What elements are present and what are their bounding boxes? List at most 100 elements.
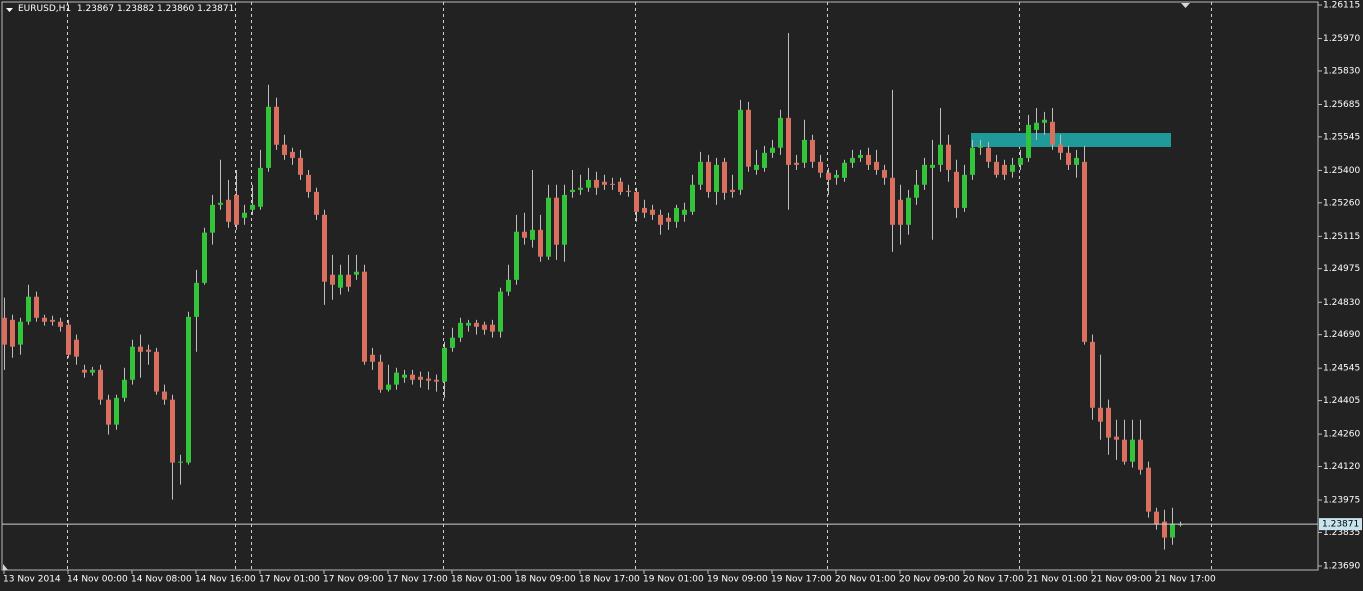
header-close: 1.23871: [197, 4, 235, 14]
x-tick-label: 17 Nov 09:00: [323, 575, 384, 585]
candle-body: [34, 296, 39, 318]
x-tick-label: 19 Nov 09:00: [707, 575, 768, 585]
candle-body: [250, 204, 255, 210]
candle-body: [642, 207, 647, 213]
y-tick-label: 1.25400: [1323, 166, 1360, 176]
candle-body: [794, 162, 799, 165]
candle-body: [58, 321, 63, 327]
candle-body: [562, 194, 567, 245]
candle-body: [418, 376, 423, 380]
y-tick-label: 1.23835: [1323, 528, 1360, 538]
candle-body: [770, 147, 775, 153]
candle-body: [514, 231, 519, 280]
candle-body: [106, 399, 111, 425]
candle-body: [946, 144, 951, 170]
x-tick-label: 18 Nov 01:00: [451, 575, 512, 585]
candle-body: [290, 151, 295, 158]
candle-body: [362, 271, 367, 362]
candle-body: [802, 139, 807, 163]
candle-body: [650, 209, 655, 215]
candle-body: [330, 274, 335, 285]
candle-body: [1050, 121, 1055, 145]
candle-body: [522, 231, 527, 238]
candle-body: [666, 217, 671, 222]
candle-body: [490, 324, 495, 332]
candle-body: [354, 271, 359, 275]
candle-body: [954, 171, 959, 208]
candle-body: [42, 317, 47, 322]
candle-body: [394, 372, 399, 385]
candle-body: [370, 354, 375, 362]
candle-body: [978, 145, 983, 148]
candle-body: [1074, 157, 1079, 165]
menu-arrow[interactable]: [6, 8, 13, 12]
candle-body: [426, 378, 431, 381]
candle-body: [930, 164, 935, 168]
y-tick-label: 1.26115: [1323, 1, 1360, 11]
candle-body: [738, 109, 743, 190]
candle-body: [826, 172, 831, 180]
y-tick-label: 1.25830: [1323, 66, 1360, 76]
candle-body: [322, 214, 327, 282]
y-tick-label: 1.24120: [1323, 462, 1360, 472]
candle-body: [194, 282, 199, 317]
candle-body: [210, 204, 215, 233]
candle-body: [1122, 439, 1127, 462]
candle-body: [922, 164, 927, 185]
candle-body: [1138, 439, 1143, 470]
candle-body: [810, 139, 815, 162]
candle-body: [466, 322, 471, 326]
candle-body: [538, 229, 543, 257]
symbol: EURUSD,H1: [18, 4, 72, 14]
candle-body: [818, 161, 823, 173]
candle-body: [378, 361, 383, 390]
candle-body: [1034, 122, 1039, 130]
rectangle-zone[interactable]: [971, 133, 1171, 147]
candle-body: [618, 181, 623, 192]
y-tick-label: 1.25115: [1323, 232, 1360, 242]
y-tick-label: 1.24545: [1323, 364, 1360, 374]
candle-body: [114, 397, 119, 425]
candle-body: [130, 346, 135, 380]
candle-body: [1170, 523, 1175, 538]
candle-body: [18, 321, 23, 345]
candle-body: [1002, 164, 1007, 175]
y-tick-label: 1.25685: [1323, 100, 1360, 110]
candle-body: [722, 161, 727, 193]
candle-body: [674, 207, 679, 222]
candle-body: [754, 164, 759, 170]
candle-body: [474, 322, 479, 327]
plot-frame: [1, 1, 1319, 571]
chart-header: EURUSD,H1 1.23867 1.23882 1.23860 1.2387…: [18, 4, 234, 14]
candle-body: [218, 202, 223, 205]
y-tick-label: 1.24690: [1323, 330, 1360, 340]
candle-body: [386, 384, 391, 390]
candle-body: [714, 164, 719, 192]
y-tick-label: 1.24975: [1323, 264, 1360, 274]
candle-body: [746, 109, 751, 167]
candle-body: [554, 197, 559, 245]
candle-body: [602, 181, 607, 185]
candle-body: [74, 339, 79, 357]
candle-body: [578, 187, 583, 190]
candle-body: [994, 161, 999, 175]
candle-body: [274, 106, 279, 145]
y-tick-label: 1.23975: [1323, 496, 1360, 506]
candle-body: [1162, 521, 1167, 538]
candle-body: [1010, 164, 1015, 172]
candle-body: [882, 169, 887, 178]
candle-body: [786, 117, 791, 165]
x-tick-label: 13 Nov 2014: [3, 575, 61, 585]
y-tick-label: 1.24260: [1323, 430, 1360, 440]
shift-marker[interactable]: [1181, 3, 1190, 8]
candle-body: [626, 190, 631, 192]
candle-body: [458, 322, 463, 338]
x-tick-label: 14 Nov 16:00: [195, 575, 256, 585]
candle-body: [1154, 511, 1159, 525]
y-tick-label: 1.25970: [1323, 34, 1360, 44]
candle-body: [234, 194, 239, 225]
candle-body: [570, 189, 575, 192]
y-tick-label: 1.25260: [1323, 198, 1360, 208]
candle-body: [1082, 161, 1087, 342]
